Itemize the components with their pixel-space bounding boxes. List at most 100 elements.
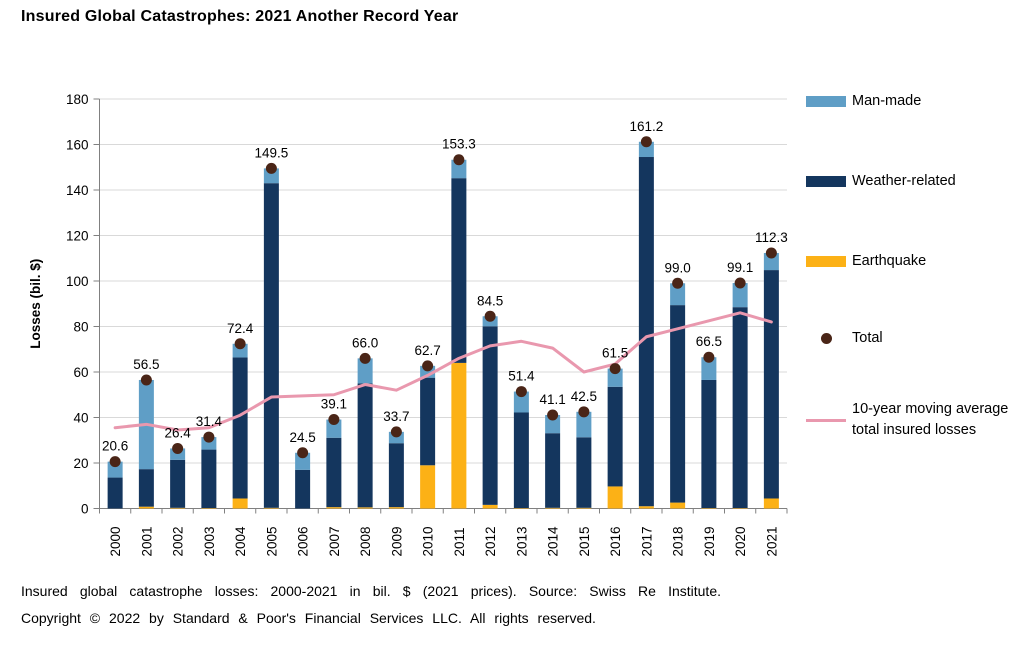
x-tick-label: 2003 (202, 526, 217, 556)
x-tick-label: 2013 (514, 526, 529, 556)
total-value-label: 66.5 (696, 334, 722, 349)
total-dot (515, 386, 527, 398)
total-dot (422, 360, 434, 372)
total-dot (203, 431, 215, 443)
total-value-label: 112.3 (755, 230, 788, 245)
bar-segment-weather-related (201, 449, 217, 509)
x-tick-label: 2008 (358, 526, 373, 556)
total-dot (109, 456, 121, 468)
total-value-label: 61.5 (602, 346, 628, 361)
footnote-line-2: Copyright © 2022 by Standard & Poor's Fi… (21, 610, 596, 626)
legend-item-moving-average: 10-year moving average total insured los… (806, 399, 1032, 441)
total-dot (765, 247, 777, 259)
total-value-label: 41.1 (539, 392, 565, 407)
total-value-label: 20.6 (102, 439, 128, 454)
bar-segment-weather-related (326, 437, 342, 508)
total-value-label: 33.7 (383, 409, 409, 424)
total-dot (390, 426, 402, 438)
total-dot (265, 162, 277, 174)
bar-segment-weather-related (482, 326, 498, 505)
x-tick-label: 2007 (327, 526, 342, 556)
bar-segment-weather-related (701, 379, 717, 509)
bar-segment-earthquake (170, 507, 186, 509)
legend-item-earthquake: Earthquake (806, 251, 926, 272)
bar-segment-weather-related (263, 183, 279, 508)
bar-segment-earthquake (388, 507, 404, 509)
footnote-line-1: Insured global catastrophe losses: 2000-… (21, 583, 721, 599)
x-tick-label: 2019 (702, 526, 717, 556)
x-tick-label: 2009 (389, 526, 404, 556)
total-value-label: 26.4 (164, 425, 191, 440)
bar-segment-weather-related (451, 178, 467, 363)
bar-segment-weather-related (607, 386, 623, 487)
total-dot (547, 409, 559, 421)
total-value-label: 161.2 (629, 119, 663, 134)
x-tick-label: 2016 (608, 526, 623, 556)
bar-segment-earthquake (451, 362, 467, 509)
x-tick-label: 2014 (546, 526, 561, 557)
bar-segment-weather-related (763, 270, 779, 499)
legend-label: Man-made (852, 93, 922, 109)
x-tick-label: 2002 (171, 526, 186, 556)
bar-segment-man-made (763, 253, 779, 271)
x-tick-label: 2011 (452, 527, 467, 556)
total-value-label: 66.0 (352, 335, 378, 350)
total-value-label: 56.5 (133, 357, 159, 372)
legend-label: 10-year moving average total insured los… (852, 401, 1009, 438)
bar-segment-earthquake (545, 507, 561, 509)
x-tick-label: 2017 (639, 526, 654, 556)
bar-segment-earthquake (263, 507, 279, 509)
total-dot (734, 277, 746, 289)
y-tick-label: 40 (73, 411, 88, 426)
bar-segment-man-made (451, 159, 467, 179)
bar-segment-earthquake (576, 507, 592, 509)
legend-item-total: Total (806, 328, 883, 349)
bar-segment-earthquake (201, 508, 217, 509)
total-dot (140, 374, 152, 386)
bar-segment-weather-related (545, 433, 561, 508)
total-dot (484, 310, 496, 322)
total-dot-icon (806, 333, 846, 344)
bar-segment-weather-related (295, 469, 311, 509)
moving-average-line (113, 311, 773, 432)
bar-segment-weather-related (576, 437, 592, 508)
bar-segment-man-made (576, 411, 592, 438)
bar-segment-earthquake (670, 502, 686, 509)
y-tick-label: 80 (73, 320, 88, 335)
x-tick-label: 2018 (671, 526, 686, 556)
bar-segment-weather-related (107, 477, 123, 509)
total-dot (578, 406, 590, 418)
legend-item-man-made: Man-made (806, 91, 921, 112)
bar-segment-weather-related (232, 357, 248, 499)
y-tick-label: 180 (66, 92, 89, 107)
bar-segment-man-made (326, 419, 342, 438)
total-value-label: 24.5 (289, 430, 315, 445)
total-value-label: 39.1 (321, 397, 347, 412)
footnote: Insured global catastrophe losses: 2000-… (21, 581, 721, 628)
bar-segment-man-made (670, 283, 686, 306)
bar-segment-earthquake (763, 498, 779, 509)
bar-segment-man-made (545, 414, 561, 434)
x-tick-label: 2005 (264, 526, 279, 556)
total-dot (609, 363, 621, 375)
y-tick-label: 140 (66, 183, 89, 198)
total-dot (359, 352, 371, 364)
bar-segment-earthquake (420, 465, 436, 509)
weather-related-swatch-icon (806, 176, 846, 187)
bar-segment-earthquake (357, 507, 373, 509)
chart-title: Insured Global Catastrophes: 2021 Anothe… (21, 8, 459, 25)
man-made-swatch-icon (806, 96, 846, 107)
bar-segment-man-made (170, 448, 186, 460)
total-dot (328, 414, 340, 426)
bar-segment-man-made (295, 452, 311, 470)
total-dot (453, 154, 465, 166)
y-tick-label: 160 (66, 138, 89, 153)
x-tick-label: 2000 (108, 526, 123, 556)
total-value-label: 72.4 (227, 321, 254, 336)
bar-segment-man-made (357, 358, 373, 384)
x-tick-label: 2020 (733, 526, 748, 556)
bar-segment-earthquake (638, 506, 654, 509)
legend-item-weather-related: Weather-related (806, 171, 956, 192)
bar-segment-weather-related (513, 412, 529, 509)
total-dot (703, 351, 715, 363)
